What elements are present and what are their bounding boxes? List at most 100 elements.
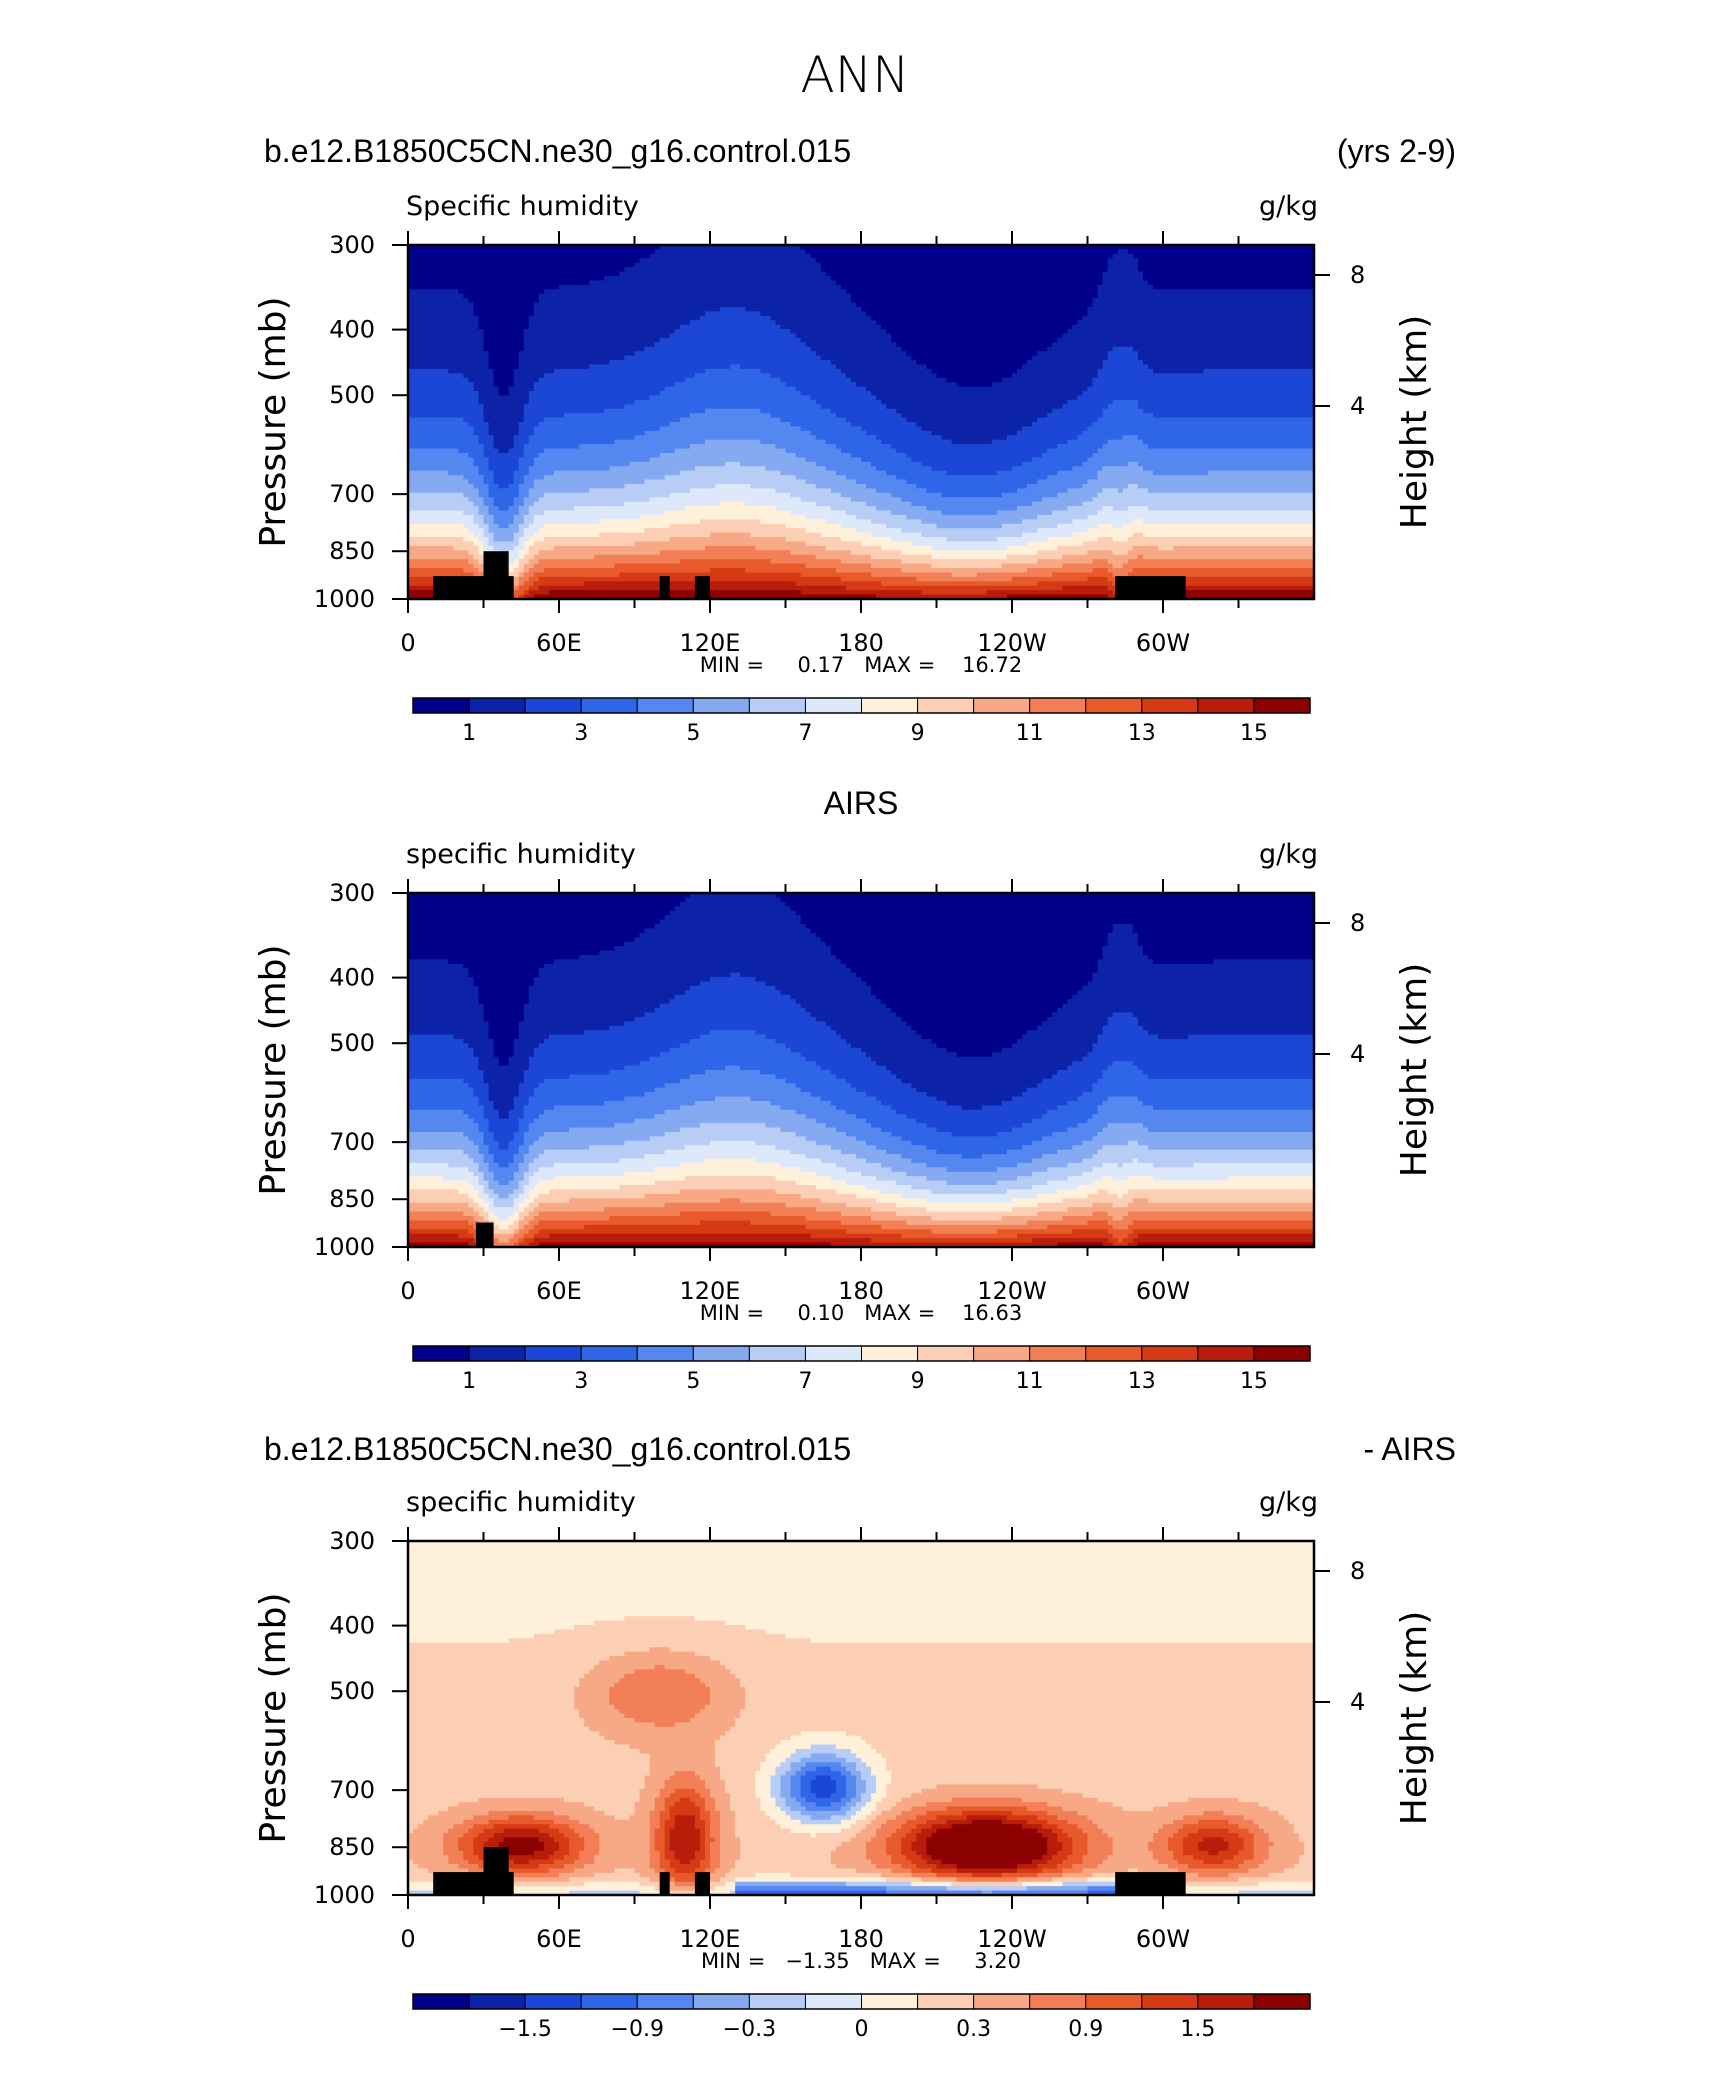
contour-cell	[790, 1766, 802, 1772]
contour-cell	[679, 1162, 782, 1168]
contour-cell	[609, 360, 832, 366]
contour-cell	[548, 1855, 565, 1861]
contour-cell	[835, 1162, 882, 1168]
contour-cell	[408, 1629, 555, 1635]
contour-cell	[861, 977, 1094, 983]
contour-cell	[513, 545, 525, 551]
contour-cell	[644, 1012, 812, 1018]
contour-cell	[1122, 1238, 1134, 1244]
contour-cell	[1188, 1797, 1240, 1803]
contour-cell	[408, 1012, 485, 1018]
contour-cell	[644, 346, 812, 352]
contour-cell	[674, 1722, 736, 1728]
contour-cell	[483, 452, 525, 458]
contour-cell	[1183, 1877, 1240, 1883]
contour-cell	[518, 1202, 530, 1208]
contour-cell	[1077, 1824, 1099, 1830]
contour-cell	[1037, 351, 1109, 357]
contour-cell	[518, 1167, 530, 1173]
contour-cell	[488, 1123, 520, 1129]
contour-cell	[408, 994, 480, 1000]
contour-cell	[518, 594, 525, 599]
contour-cell	[901, 528, 1038, 534]
contour-cell	[488, 1030, 520, 1036]
contour-cell	[866, 1140, 912, 1146]
contour-cell	[936, 1815, 968, 1821]
contour-cell	[508, 1638, 812, 1644]
contour-cell	[810, 346, 902, 352]
colorbar-swatch	[1029, 697, 1087, 714]
contour-cell	[473, 519, 485, 525]
contour-cell	[991, 439, 1068, 445]
contour-cell	[694, 1815, 701, 1821]
contour-cell	[1152, 1855, 1174, 1861]
contour-cell	[1102, 1176, 1114, 1182]
contour-cell	[1258, 1824, 1295, 1830]
contour-cell	[473, 483, 490, 489]
contour-cell	[901, 1233, 1018, 1239]
contour-cell	[805, 1806, 842, 1812]
contour-cell	[725, 1788, 756, 1794]
contour-cell	[669, 1047, 792, 1053]
contour-cell	[1037, 417, 1099, 423]
contour-cell	[1097, 963, 1314, 969]
contour-cell	[1057, 1008, 1314, 1014]
contour-cell	[589, 364, 731, 370]
contour-cell	[1147, 506, 1314, 512]
contour-cell	[891, 1105, 963, 1111]
contour-cell	[720, 1833, 736, 1839]
contour-cell	[1027, 1220, 1089, 1226]
contour-cell	[704, 1819, 711, 1825]
contour-cell	[1082, 1855, 1109, 1861]
contour-cell	[855, 1833, 877, 1839]
contour-cell	[533, 1216, 610, 1222]
contour-cell	[1223, 1810, 1280, 1816]
contour-cell	[1137, 461, 1314, 467]
contour-cell	[1147, 1198, 1314, 1204]
contour-cell	[760, 1070, 832, 1076]
contour-cell	[408, 532, 475, 538]
contour-cell	[523, 545, 530, 551]
contour-cell	[649, 1855, 661, 1861]
contour-cell	[861, 1771, 872, 1777]
contour-cell	[946, 1886, 1028, 1892]
contour-cell	[493, 1189, 515, 1195]
colorbar-label: 3	[574, 1369, 588, 1394]
contour-cell	[488, 1025, 520, 1031]
contour-cell	[936, 1828, 1038, 1834]
contour-cell	[755, 1775, 771, 1781]
contour-cell	[1112, 1802, 1169, 1808]
contour-cell	[866, 311, 1089, 317]
contour-cell	[740, 972, 857, 978]
contour-cell	[1092, 1211, 1109, 1217]
contour-cell	[1027, 483, 1084, 489]
contour-cell	[805, 1154, 857, 1160]
contour-cell	[488, 351, 520, 357]
contour-cell	[689, 985, 777, 991]
contour-cell	[649, 457, 807, 463]
contour-cell	[780, 417, 847, 423]
contour-cell	[654, 1114, 807, 1120]
contour-cell	[1122, 1806, 1154, 1812]
contour-cell	[553, 1859, 575, 1865]
contour-cell	[891, 1779, 1314, 1785]
contour-cell	[699, 1846, 706, 1852]
contour-cell	[584, 1224, 807, 1230]
contour-cell	[478, 537, 490, 543]
contour-cell	[513, 373, 545, 379]
contour-cell	[790, 1793, 802, 1799]
contour-cell	[599, 1846, 651, 1852]
contour-cell	[1132, 1012, 1314, 1018]
contour-cell	[931, 430, 1018, 436]
contour-cell	[408, 981, 475, 987]
contour-cell	[408, 1224, 475, 1230]
contour-cell	[669, 1647, 1314, 1653]
contour-cell	[765, 466, 827, 472]
contour-cell	[720, 1815, 736, 1821]
contour-cell	[589, 1726, 731, 1732]
contour-cell	[664, 1779, 706, 1785]
contour-cell	[473, 426, 490, 432]
contour-cell	[911, 1828, 922, 1834]
contour-cell	[478, 1167, 490, 1173]
contour-cell	[528, 1145, 590, 1151]
